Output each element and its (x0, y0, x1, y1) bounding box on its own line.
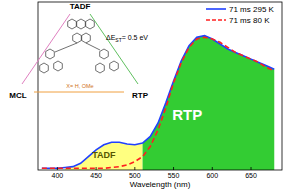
ring (96, 63, 105, 73)
region-area (65, 142, 142, 170)
x-tick (134, 167, 135, 170)
x-tick-label: 650 (245, 172, 257, 179)
ring (68, 19, 77, 29)
molecule-diagram: TADF MCL RTP ΔEST= 0.5 eV X= H, OMe (9, 2, 148, 100)
legend-label: 71 ms 80 K (229, 16, 270, 25)
figure: TADF RTP 400 450 500 550 600 650 Wavelength (nm)… (0, 0, 284, 189)
gap-rest: = 0.5 eV (122, 34, 149, 41)
x-tick (96, 167, 97, 170)
x-axis-label: Wavelength (nm) (130, 180, 191, 189)
x-tick (251, 167, 252, 170)
series-line (42, 36, 274, 169)
ring (73, 33, 82, 43)
legend-swatch (206, 8, 226, 10)
x-tick-label: 450 (90, 172, 102, 179)
bond (55, 43, 77, 52)
corner-label: RTP (132, 91, 149, 100)
ring (54, 61, 63, 71)
x-tick-label: 550 (168, 172, 180, 179)
x-tick (173, 167, 174, 170)
triangle-edge (90, 14, 138, 84)
bond (86, 43, 100, 50)
region-label: TADF (92, 150, 116, 160)
gap-main: ΔE (106, 34, 116, 41)
legend-swatch (206, 19, 226, 21)
ring (86, 19, 95, 29)
x-tick (212, 167, 213, 170)
triangle-edge (34, 92, 124, 93)
x-tick-label: 400 (52, 172, 64, 179)
ring (40, 63, 49, 73)
substituent-label: X= H, OMe (66, 83, 93, 89)
region-area (143, 36, 275, 170)
ring (110, 61, 119, 71)
legend-label: 71 ms 295 K (229, 5, 275, 14)
corner-label: TADF (70, 2, 91, 11)
x-tick-label: 500 (129, 172, 141, 179)
series-line (42, 37, 274, 168)
region-label: RTP (172, 106, 202, 123)
gap-label: ΔEST= 0.5 eV (106, 34, 148, 43)
corner-label: MCL (9, 91, 26, 100)
plot-area (42, 36, 274, 170)
plot-frame (38, 2, 282, 170)
ring (46, 49, 55, 59)
ring (82, 33, 91, 43)
x-tick-label: 600 (206, 172, 218, 179)
x-tick (57, 167, 58, 170)
ring (100, 49, 109, 59)
ring (77, 19, 86, 29)
